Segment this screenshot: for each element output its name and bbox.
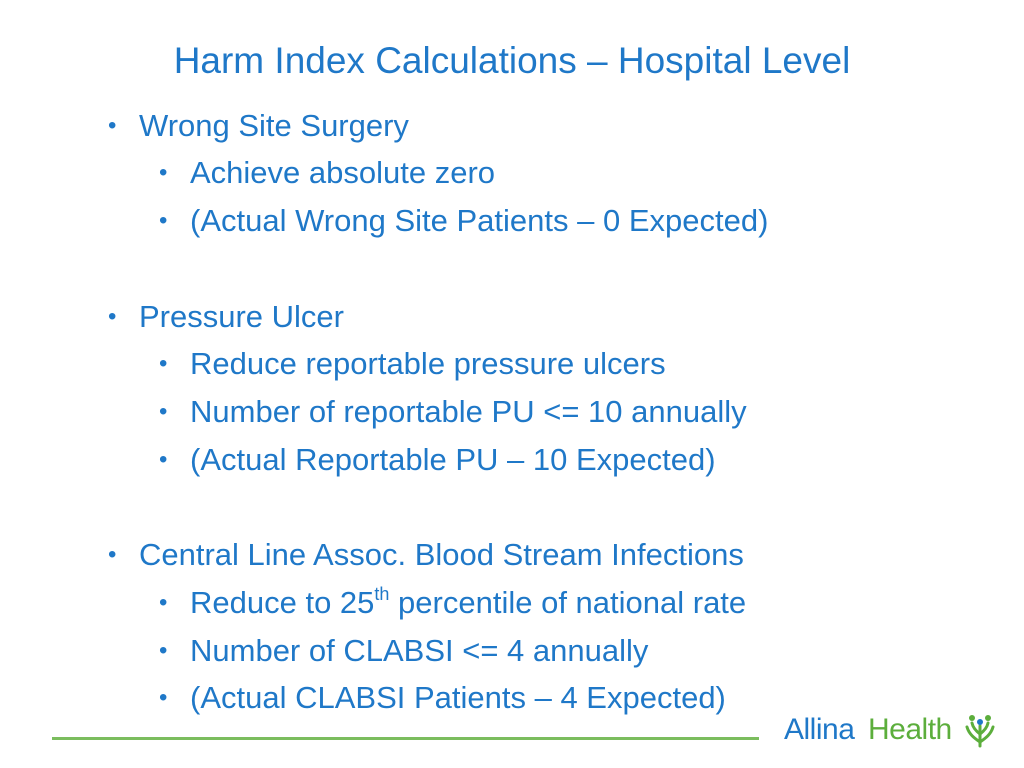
bullet-icon: •	[159, 589, 168, 616]
logo-text-allina: Allina	[784, 713, 855, 746]
slide-title: Harm Index Calculations – Hospital Level	[173, 40, 851, 81]
allina-health-logo: Allina Health	[784, 710, 1000, 750]
sub-bullet-text: Number of reportable PU <= 10 annually	[190, 394, 747, 429]
section-heading: Wrong Site Surgery	[139, 108, 409, 143]
bullet-icon: •	[159, 398, 168, 425]
sub-bullet-text: (Actual Wrong Site Patients – 0 Expected…	[190, 203, 769, 238]
bullet-item-wrong-site-surgery: • Wrong Site Surgery	[108, 106, 409, 146]
sub-bullet-item: • Number of reportable PU <= 10 annually	[159, 392, 747, 432]
sub-bullet-item: • Reduce to 25th percentile of national …	[159, 583, 747, 623]
sub-bullet-item: • (Actual Wrong Site Patients – 0 Expect…	[159, 201, 769, 241]
ordinal-superscript: th	[374, 583, 390, 604]
bullet-icon: •	[108, 112, 117, 139]
bullet-icon: •	[159, 350, 168, 377]
bullet-icon: •	[159, 446, 168, 473]
sub-bullet-item: • Achieve absolute zero	[159, 153, 496, 193]
sub-bullet-text: (Actual CLABSI Patients – 4 Expected)	[190, 680, 726, 715]
sub-bullet-item: • (Actual Reportable PU – 10 Expected)	[159, 440, 716, 480]
sub-bullet-text: (Actual Reportable PU – 10 Expected)	[190, 442, 716, 477]
bullet-item-clabsi: • Central Line Assoc. Blood Stream Infec…	[108, 535, 744, 575]
bullet-icon: •	[159, 637, 168, 664]
bullet-icon: •	[108, 541, 117, 568]
sub-bullet-text: Achieve absolute zero	[190, 155, 496, 190]
bullet-icon: •	[159, 684, 168, 711]
sub-bullet-item: • Number of CLABSI <= 4 annually	[159, 631, 649, 671]
sub-bullet-item: • Reduce reportable pressure ulcers	[159, 344, 666, 384]
sub-bullet-item: • (Actual CLABSI Patients – 4 Expected)	[159, 678, 726, 718]
bullet-icon: •	[159, 159, 168, 186]
section-heading: Pressure Ulcer	[139, 299, 344, 334]
sub-bullet-text: Number of CLABSI <= 4 annually	[190, 633, 649, 668]
logo-text-health: Health	[868, 713, 952, 746]
bullet-icon: •	[108, 303, 117, 330]
sub-bullet-text-part: percentile of national rate	[389, 585, 747, 620]
footer-divider	[52, 737, 759, 740]
allina-health-leaf-icon	[965, 715, 995, 748]
sub-bullet-text-part: Reduce to 25	[190, 585, 375, 620]
bullet-item-pressure-ulcer: • Pressure Ulcer	[108, 297, 344, 337]
sub-bullet-text: Reduce reportable pressure ulcers	[190, 346, 666, 381]
section-heading: Central Line Assoc. Blood Stream Infecti…	[139, 537, 744, 572]
bullet-icon: •	[159, 207, 168, 234]
